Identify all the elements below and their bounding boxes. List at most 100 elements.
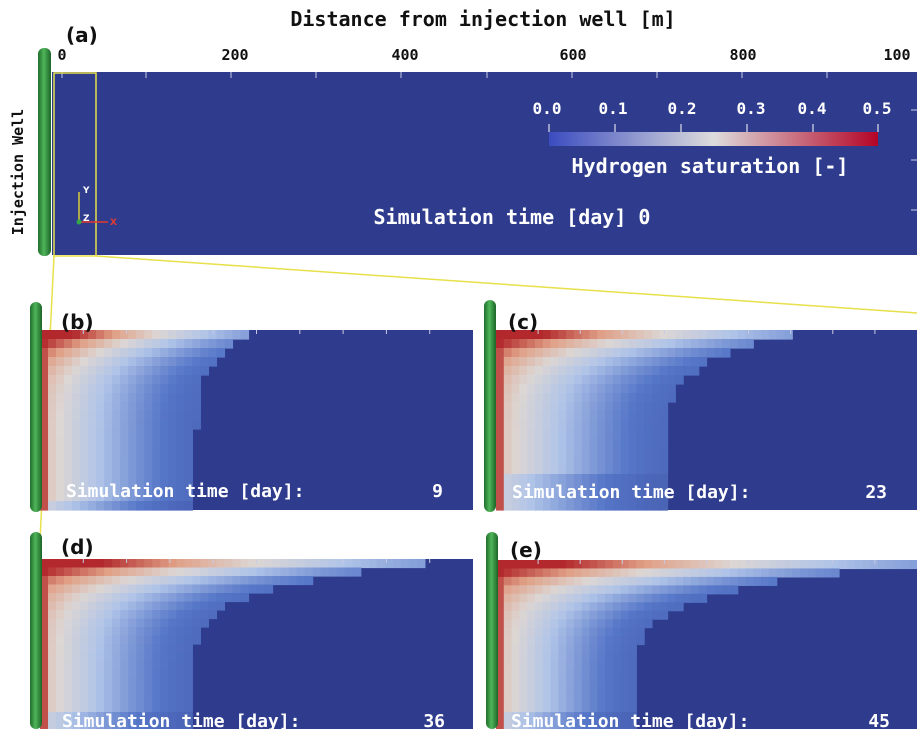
saturation-cell	[120, 720, 129, 729]
saturation-cell	[620, 695, 630, 705]
saturation-field-d	[40, 559, 431, 729]
saturation-cell	[620, 330, 630, 340]
saturation-cell	[96, 712, 105, 722]
saturation-cell	[566, 420, 575, 430]
saturation-cell	[605, 576, 614, 586]
saturation-cell	[620, 593, 630, 603]
saturation-cell	[240, 584, 250, 594]
saturation-cell	[64, 366, 73, 376]
saturation-cell	[558, 420, 567, 430]
saturation-cell	[176, 384, 185, 394]
saturation-cell	[651, 348, 661, 358]
saturation-cell	[620, 447, 630, 457]
saturation-cell	[566, 393, 575, 403]
saturation-cell	[605, 411, 614, 421]
panel-e-label: (e)	[510, 538, 542, 562]
saturation-cell	[160, 330, 169, 340]
saturation-cell	[589, 366, 598, 376]
saturation-cell	[128, 375, 137, 385]
saturation-cell	[48, 438, 57, 448]
saturation-cell	[605, 348, 614, 358]
saturation-cell	[496, 357, 505, 367]
saturation-cell	[136, 447, 145, 457]
saturation-cell	[534, 644, 544, 654]
saturation-cell	[628, 627, 637, 637]
saturation-cell	[573, 348, 583, 358]
saturation-cell	[152, 610, 161, 620]
saturation-cell	[597, 661, 606, 671]
saturation-cell	[527, 678, 536, 688]
saturation-cell	[714, 330, 723, 340]
saturation-cell	[128, 474, 137, 484]
saturation-cell	[566, 348, 575, 358]
saturation-cell	[542, 501, 552, 511]
saturation-cell	[683, 585, 692, 595]
saturation-cell	[581, 330, 591, 340]
saturation-cell	[675, 348, 684, 358]
saturation-cell	[605, 560, 614, 570]
saturation-cell	[628, 357, 637, 367]
saturation-cell	[496, 330, 505, 340]
saturation-cell	[80, 618, 89, 628]
saturation-cell	[597, 357, 606, 367]
saturation-cell	[519, 644, 528, 654]
saturation-cell	[144, 501, 153, 511]
saturation-cell	[628, 678, 637, 688]
saturation-cell	[120, 492, 129, 502]
saturation-cell	[56, 661, 65, 671]
saturation-cell	[675, 568, 684, 578]
saturation-cell	[527, 644, 536, 654]
saturation-cell	[152, 348, 161, 358]
saturation-cell	[667, 348, 676, 358]
saturation-cell	[56, 712, 65, 722]
saturation-cell	[597, 644, 606, 654]
saturation-cell	[511, 661, 520, 671]
saturation-cell	[503, 447, 513, 457]
saturation-cell	[216, 348, 226, 358]
saturation-cell	[511, 585, 520, 595]
orientation-z-label: Z	[83, 214, 90, 224]
saturation-cell	[573, 610, 583, 620]
panel-b-label: (b)	[61, 310, 94, 334]
saturation-cell	[612, 644, 622, 654]
saturation-cell	[192, 339, 201, 349]
saturation-cell	[534, 560, 544, 570]
saturation-cell	[48, 366, 57, 376]
saturation-cell	[589, 576, 598, 586]
saturation-cell	[659, 357, 669, 367]
saturation-cell	[597, 420, 606, 430]
saturation-cell	[88, 644, 97, 654]
saturation-cell	[496, 695, 505, 705]
saturation-cell	[706, 339, 715, 349]
saturation-cell	[550, 348, 559, 358]
saturation-cell	[96, 644, 105, 654]
saturation-cell	[550, 411, 559, 421]
saturation-cell	[48, 456, 57, 466]
saturation-cell	[628, 712, 637, 722]
saturation-cell	[651, 420, 661, 430]
saturation-cell	[168, 357, 177, 367]
saturation-cell	[128, 492, 137, 502]
saturation-cell	[675, 357, 684, 367]
saturation-cell	[48, 492, 57, 502]
saturation-cell	[534, 483, 544, 493]
saturation-cell	[550, 339, 559, 349]
saturation-cell	[336, 559, 346, 569]
saturation-cell	[152, 703, 161, 713]
saturation-cell	[232, 576, 242, 586]
saturation-cell	[511, 720, 520, 729]
saturation-cell	[192, 601, 201, 611]
saturation-cell	[56, 501, 65, 511]
saturation-cell	[612, 703, 622, 713]
saturation-cell	[651, 393, 661, 403]
saturation-cell	[96, 357, 105, 367]
saturation-cell	[534, 456, 544, 466]
saturation-cell	[550, 644, 559, 654]
saturation-cell	[184, 393, 193, 403]
saturation-cell	[160, 357, 169, 367]
saturation-cell	[80, 366, 89, 376]
saturation-cell	[534, 610, 544, 620]
saturation-cell	[72, 456, 81, 466]
saturation-cell	[64, 465, 73, 475]
saturation-cell	[589, 644, 598, 654]
